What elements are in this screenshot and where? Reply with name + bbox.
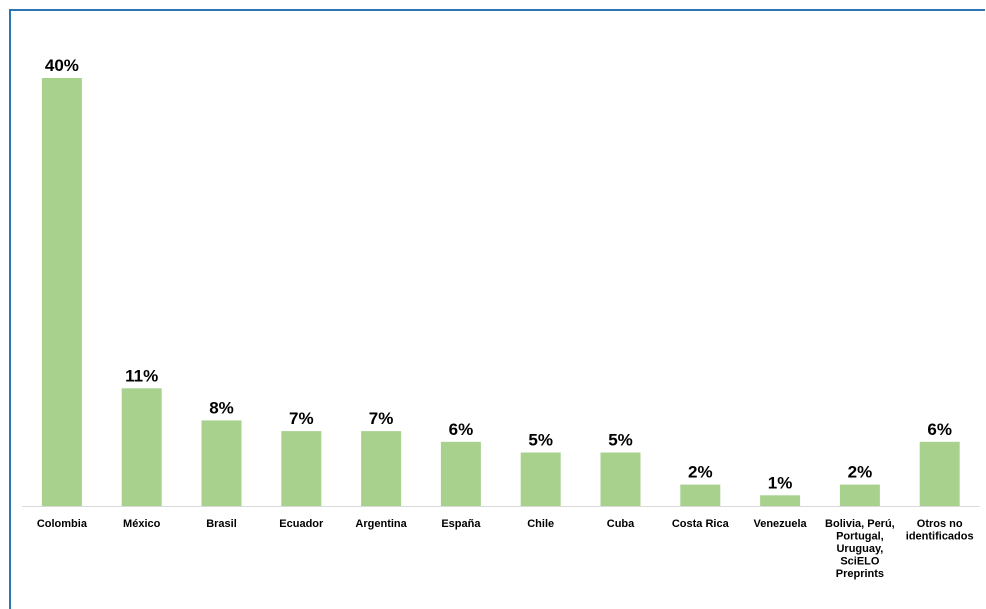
category-label-11-line-0: Otros no	[917, 518, 963, 530]
category-label-3: Ecuador	[279, 518, 324, 530]
bar-5	[440, 441, 481, 506]
category-label-4-line-0: Argentina	[355, 518, 407, 530]
bar-7	[600, 452, 641, 506]
category-label-8-line-0: Costa Rica	[672, 518, 730, 530]
category-label-7-line-0: Cuba	[607, 518, 635, 530]
data-label-7: 5%	[608, 431, 633, 450]
category-label-5: España	[441, 518, 481, 530]
bar-10	[839, 484, 880, 506]
category-label-11: Otros no identificados	[906, 518, 974, 543]
data-label-2: 8%	[209, 398, 234, 417]
category-label-10-line-0: Bolivia, Perú,	[825, 518, 895, 530]
category-label-11-line-1: identificados	[906, 531, 974, 543]
category-label-10-line-2: Uruguay,	[836, 543, 883, 555]
category-label-4: Argentina	[355, 518, 407, 530]
bar-1	[121, 388, 162, 506]
category-label-2: Brasil	[206, 518, 237, 530]
bar-8	[680, 484, 721, 506]
category-label-8: Costa Rica	[672, 518, 730, 530]
bar-2	[201, 420, 242, 506]
data-label-4: 7%	[369, 409, 394, 428]
category-label-6-line-0: Chile	[527, 518, 554, 530]
category-label-3-line-0: Ecuador	[279, 518, 324, 530]
data-label-8: 2%	[688, 463, 713, 482]
bar-0	[41, 78, 82, 506]
data-label-6: 5%	[528, 431, 553, 450]
bar-3	[281, 431, 322, 506]
data-label-9: 1%	[768, 473, 793, 492]
category-label-5-line-0: España	[441, 518, 481, 530]
bar-9	[760, 495, 801, 506]
data-label-3: 7%	[289, 409, 314, 428]
bar-6	[520, 452, 561, 506]
category-label-10-line-3: SciELO	[840, 556, 880, 568]
data-label-11: 6%	[927, 420, 952, 439]
category-label-1-line-0: México	[123, 518, 161, 530]
category-label-6: Chile	[527, 518, 554, 530]
category-label-10-line-4: Preprints	[836, 568, 884, 580]
data-label-10: 2%	[848, 463, 873, 482]
category-label-10: Bolivia, Perú, Portugal, Uruguay, SciELO Pre…	[825, 518, 895, 580]
data-label-0: 40%	[45, 56, 79, 75]
bar-4	[361, 431, 402, 506]
category-label-9-line-0: Venezuela	[753, 518, 807, 530]
category-label-0: Colombia	[37, 518, 88, 530]
category-label-1: México	[123, 518, 161, 530]
category-label-0-line-0: Colombia	[37, 518, 88, 530]
data-label-1: 11%	[125, 366, 158, 385]
bar-11	[919, 441, 960, 506]
category-label-7: Cuba	[607, 518, 635, 530]
category-label-10-line-1: Portugal,	[836, 531, 884, 543]
chart-frame	[9, 9, 985, 609]
data-label-5: 6%	[449, 420, 474, 439]
category-label-9: Venezuela	[753, 518, 807, 530]
category-label-2-line-0: Brasil	[206, 518, 237, 530]
